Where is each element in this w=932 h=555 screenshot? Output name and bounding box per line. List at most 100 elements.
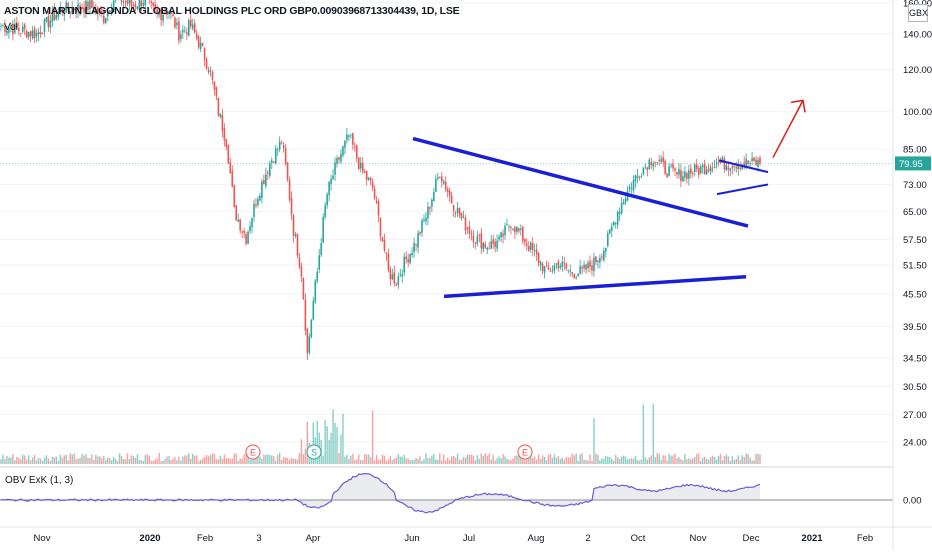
- candle-body: [475, 243, 477, 244]
- volume-bar: [532, 458, 533, 464]
- volume-bar: [451, 456, 452, 464]
- candle-body: [504, 226, 506, 235]
- candle-body: [528, 246, 530, 250]
- candle-body: [650, 162, 652, 165]
- y-tick-label: 45.50: [903, 289, 927, 300]
- volume-bar: [115, 459, 116, 464]
- volume-bar: [587, 461, 588, 464]
- candle-body: [637, 175, 639, 177]
- volume-bar: [686, 459, 687, 464]
- candle-body: [684, 172, 686, 178]
- candle-body: [311, 320, 313, 337]
- volume-bar: [409, 460, 410, 464]
- candle-body: [439, 177, 441, 178]
- volume-bar: [40, 459, 41, 464]
- volume-bar: [639, 461, 640, 464]
- candle-body: [710, 167, 712, 173]
- y-tick-label: 24.00: [903, 437, 927, 448]
- volume-bar: [694, 457, 695, 464]
- volume-bar: [73, 454, 74, 464]
- candle-body: [605, 248, 607, 252]
- event-marker-earnings[interactable]: E: [246, 445, 260, 459]
- volume-bar: [384, 456, 385, 464]
- candle-body: [174, 17, 176, 27]
- candle-body: [427, 207, 429, 219]
- candle-body: [735, 167, 737, 168]
- volume-bar: [411, 460, 412, 464]
- volume-bar: [623, 456, 624, 464]
- candle-body: [218, 98, 220, 116]
- volume-bar: [239, 458, 240, 464]
- volume-bar: [64, 455, 65, 464]
- volume-bar: [210, 455, 211, 464]
- symbol-title[interactable]: ASTON MARTIN LAGONDA GLOBAL HOLDINGS PLC…: [4, 5, 459, 17]
- candle-body: [48, 16, 50, 27]
- volume-bar: [85, 454, 86, 464]
- volume-bar: [745, 453, 746, 464]
- volume-bar: [508, 460, 509, 464]
- candle-body: [370, 178, 372, 181]
- candle-body: [192, 25, 194, 29]
- candle-body: [730, 168, 732, 170]
- candle-body: [552, 270, 554, 271]
- volume-bar: [200, 460, 201, 464]
- candle-body: [672, 164, 674, 168]
- candle-body: [510, 227, 512, 228]
- candle-body: [324, 206, 326, 218]
- price-axis[interactable]: 160.00140.00120.00100.0085.0073.0065.005…: [893, 0, 932, 550]
- y-tick-label: 140.00: [903, 29, 932, 40]
- volume-bar: [757, 454, 758, 464]
- candle-body: [662, 158, 664, 163]
- drawings[interactable]: [413, 100, 805, 296]
- candle-body: [208, 70, 210, 73]
- volume-bar: [431, 456, 432, 464]
- volume-label[interactable]: Vol: [4, 22, 18, 33]
- volume-bar: [400, 457, 401, 464]
- currency-badge[interactable]: GBX: [908, 4, 928, 22]
- candle-body: [479, 235, 481, 236]
- candle-body: [425, 218, 427, 222]
- candle-body: [716, 163, 718, 164]
- volume-bar: [405, 458, 406, 464]
- volume-bar: [356, 459, 357, 464]
- volume-bar: [354, 460, 355, 464]
- candle-body: [415, 245, 417, 246]
- event-marker-split[interactable]: S: [307, 445, 321, 459]
- volume-bar: [564, 460, 565, 464]
- candle-body: [607, 233, 609, 246]
- candle-body: [732, 166, 734, 168]
- candle-body: [453, 205, 455, 211]
- volume-bar: [453, 456, 454, 464]
- volume-bar: [188, 453, 189, 464]
- volume-bar: [583, 460, 584, 464]
- candle-body: [322, 217, 324, 243]
- candle-body: [520, 229, 522, 230]
- volume-bar: [305, 448, 306, 464]
- volume-bar: [89, 458, 90, 464]
- obv-label[interactable]: OBV ExK (1, 3): [5, 475, 73, 486]
- candle-body: [279, 141, 281, 149]
- candle-body: [670, 165, 672, 166]
- volume-bar: [378, 460, 379, 464]
- candle-body: [226, 139, 228, 147]
- candle-body: [366, 171, 368, 180]
- volume-bar: [376, 455, 377, 464]
- candle-body: [728, 167, 730, 169]
- volume-bar: [479, 459, 480, 464]
- y-tick-label: 51.50: [903, 261, 927, 272]
- candle-body: [506, 224, 508, 225]
- volume-bar: [380, 460, 381, 464]
- candle-body: [42, 33, 44, 34]
- volume-bar: [338, 453, 339, 464]
- volume-bar: [496, 458, 497, 464]
- volume-bar: [154, 460, 155, 464]
- event-marker-earnings[interactable]: E: [518, 445, 532, 459]
- volume-bar: [198, 461, 199, 464]
- volume-bar: [680, 459, 681, 464]
- volume-bar: [103, 456, 104, 464]
- volume-bar: [621, 457, 622, 464]
- candle-body: [285, 148, 287, 164]
